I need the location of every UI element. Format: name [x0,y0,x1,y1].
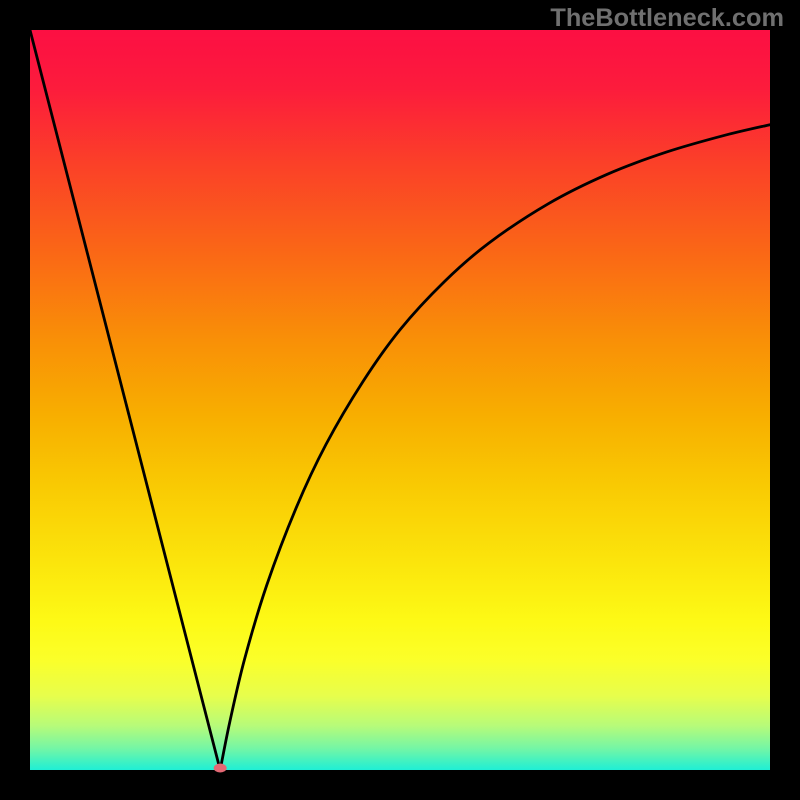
chart-frame: TheBottleneck.com [0,0,800,800]
watermark-text: TheBottleneck.com [550,4,784,33]
plot-area [30,30,770,770]
